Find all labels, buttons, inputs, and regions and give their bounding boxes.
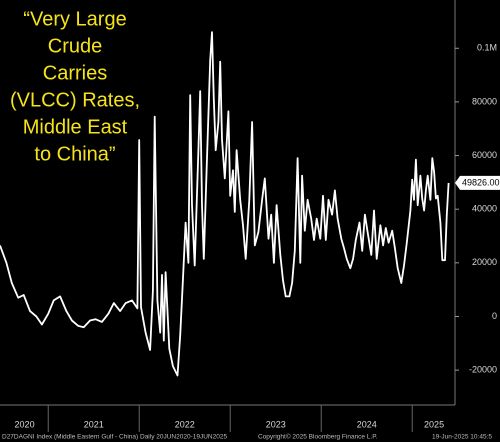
last-price-tag [455, 175, 500, 190]
y-tick-label: 20000 [472, 257, 497, 267]
title-line: (VLCC) Rates, [10, 89, 140, 111]
x-tick-label: 2022 [175, 419, 195, 429]
title-line: Crude [48, 35, 102, 57]
title-line: “Very Large [23, 8, 126, 30]
x-tick-label: 2024 [357, 419, 377, 429]
x-tick-label: 2021 [84, 419, 104, 429]
footer-text: Copyright© 2025 Bloomberg Finance L.P. [258, 433, 378, 441]
footer-text: D27DAGNI Index (Middle Eastern Gulf - Ch… [2, 434, 227, 441]
y-tick-label: 0 [492, 311, 497, 321]
title-line: Carries [43, 62, 107, 84]
y-tick-label: 80000 [472, 96, 497, 106]
y-tick-label: -20000 [469, 365, 497, 375]
title-line: Middle East [23, 116, 128, 138]
x-tick-label: 2025 [424, 419, 444, 429]
x-tick-label: 2020 [15, 419, 35, 429]
title-line: to China” [34, 143, 115, 165]
footer-text: 19-Jun-2025 10:45:5 [432, 434, 492, 441]
x-tick-label: 2023 [266, 419, 286, 429]
y-tick-label: 60000 [472, 150, 497, 160]
price-line [0, 31, 450, 377]
y-tick-label: 40000 [472, 204, 497, 214]
last-price-label: 49826.00 [462, 178, 500, 188]
y-tick-label: 0.1M [477, 43, 497, 53]
